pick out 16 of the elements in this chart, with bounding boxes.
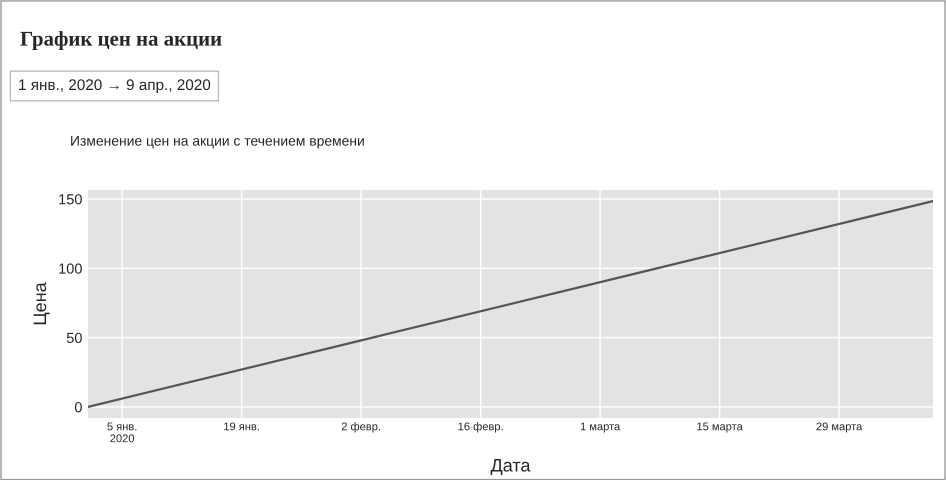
text: 1 янв., 2020 → 9 апр., 2020 xyxy=(19,79,210,94)
x-tick-label: 2 февр. xyxy=(342,422,380,433)
y-axis-title: Цена xyxy=(34,282,50,324)
chart-subtitle: Изменение цен на акции с течением времени xyxy=(71,136,364,148)
x-tick-label: 5 янв. 2020 xyxy=(107,422,136,442)
x-tick-label: 1 марта xyxy=(580,422,620,433)
x-tick-label: 15 марта xyxy=(697,422,743,433)
y-tick-label: 100 xyxy=(59,263,82,274)
y-tick-label: 50 xyxy=(66,332,82,344)
x-tick-label: 29 марта xyxy=(816,422,862,433)
chart-title: График цен на акции xyxy=(20,31,222,50)
y-tick-label: 0 xyxy=(74,402,82,412)
y-tick-label: 150 xyxy=(59,194,82,204)
x-tick-label: 19 янв. xyxy=(224,422,259,430)
x-tick-label: 16 февр. xyxy=(458,422,503,433)
x-axis-title: Дата xyxy=(490,459,530,476)
